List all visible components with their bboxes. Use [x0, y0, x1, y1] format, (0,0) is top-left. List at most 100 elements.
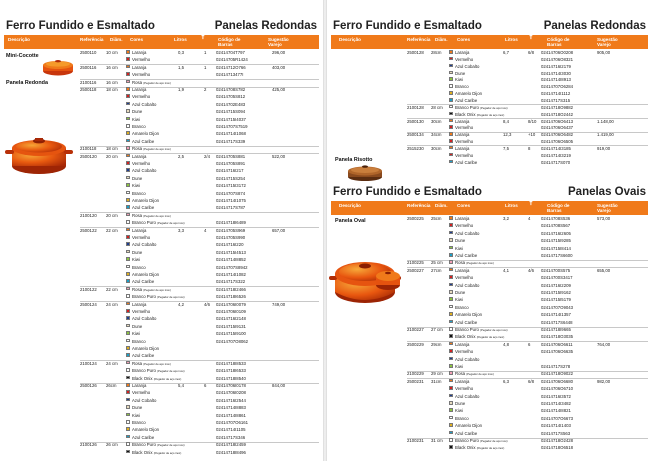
header-diam: Diâm. [435, 203, 448, 208]
color-swatch [126, 79, 130, 84]
litros-cell: 1,9 [178, 87, 184, 92]
color-name-cell: Vermelho [455, 139, 474, 145]
color-swatch [449, 415, 453, 420]
table-row: Branco 02414707O6673 [327, 415, 652, 422]
row-separator [80, 79, 319, 81]
color-swatch [449, 349, 453, 353]
diameter-cell: 24 cm [106, 301, 118, 307]
color-note: (Pegador de aço inox) [157, 221, 185, 226]
color-swatch [449, 253, 453, 257]
color-name-cell: Azul Caribe [132, 279, 155, 285]
color-name-cell: Rosa (Pegador de aço inox) [132, 286, 171, 292]
color-swatch [449, 386, 453, 390]
color-name-cell: Branco [455, 304, 469, 310]
litros-cell: 4,2 [178, 301, 184, 307]
barcode-cell: 02414715I9162 [541, 290, 571, 295]
table-row: Azul Caribe 02414717S787 [0, 205, 323, 211]
color-note: (Pegador de aço inox) [466, 372, 494, 377]
color-note: (Pegador de aço inox) [157, 443, 185, 448]
barcode-cell: 02414707S7519 [216, 124, 248, 129]
barcode-cell: 02414718O6518 [541, 445, 574, 451]
people-icon: ☨ [529, 34, 533, 41]
barcode-cell: 02414716I217 [216, 168, 244, 174]
table-row: Branco 02414707O8062 [0, 338, 323, 345]
reference-cell: 2500130 [407, 118, 424, 124]
price-cell: 919,00 [597, 145, 611, 151]
color-name-cell: Laranja [455, 145, 470, 151]
color-swatch [126, 101, 130, 106]
price-cell: 296,00 [272, 50, 286, 55]
barcode-cell: 02414716I2544 [216, 397, 246, 403]
catalog-page-right: Ferro Fundido e Esmaltado Panelas Redond… [327, 0, 652, 461]
header-referencia: Referência [407, 203, 431, 208]
diameter-cell: 28cm [431, 50, 442, 55]
color-name-cell: Branco [132, 124, 146, 129]
color-name-cell: Rosa (Pegador de aço inox) [132, 79, 171, 85]
color-swatch [449, 290, 453, 294]
color-name-cell: Amarelo Dijon [455, 91, 482, 97]
color-swatch [126, 390, 130, 394]
barcode-cell: 02414715S094 [216, 109, 246, 115]
color-name-cell: Vermelho [455, 349, 474, 355]
color-swatch [449, 104, 453, 109]
color-swatch [449, 238, 453, 242]
diameter-cell: 10 cm [106, 50, 118, 55]
barcode-cell: 02414714I3219 [541, 152, 571, 158]
color-swatch [449, 282, 453, 287]
barcode-cell: 02414705S891 [216, 161, 246, 166]
reference-cell: 2500231 [407, 378, 424, 384]
table-row: 2100229 29 cm Rosa (Pegador de aço inox) 02… [327, 371, 652, 377]
color-name-cell: Branco [132, 420, 146, 425]
color-name-cell: Black Onix (Pegador de aço inox) [455, 111, 505, 117]
color-name-cell: Azul Cobalto [455, 230, 480, 236]
color-note: (Pegador de aço inox) [466, 261, 494, 266]
servings-cell: 4/6 [528, 267, 534, 273]
color-name-cell: Kiwi [455, 245, 463, 251]
color-swatch [449, 267, 453, 272]
barcode-cell: 02414718I8496 [216, 449, 246, 455]
barcode-cell: 02414706O6680 [541, 378, 574, 384]
header-referencia: Referência [407, 37, 431, 42]
litros-cell: 8,4 [503, 118, 509, 124]
color-name-cell: Amarelo Dijon [132, 198, 159, 203]
color-swatch [449, 216, 453, 220]
color-name-cell: Black Onix (Pegador de aço inox) [132, 449, 182, 455]
color-name-cell: Laranja [455, 50, 470, 55]
color-swatch [449, 312, 453, 316]
color-swatch [126, 294, 130, 298]
table-row: Azul Caribe 02414717S563 [327, 430, 652, 437]
color-swatch [449, 327, 453, 331]
barcode-cell: 02414714I1357 [541, 312, 571, 318]
table-row: Vermelho 02414705S990 [0, 235, 323, 241]
table-row: 2500227 27cm Laranja 4,1 4/6 02414700S575 655,… [327, 267, 652, 274]
color-name-cell: Kiwi [132, 116, 140, 122]
table-row: Vermelho 02414700S3417 [327, 275, 652, 281]
row-separator [407, 145, 648, 147]
barcode-cell: 02414715S254 [216, 175, 246, 181]
color-name-cell: Rosa (Pegador de aço inox) [132, 360, 171, 366]
header-codigo: Código de Barras [547, 37, 570, 47]
section-title-material: Ferro Fundido e Esmaltado [333, 186, 482, 198]
color-swatch [126, 94, 130, 98]
color-name-cell: Azul Caribe [132, 138, 155, 144]
table-row: Branco 02414707S8942 [0, 264, 323, 271]
color-swatch [126, 272, 130, 276]
table-row: 2500229 29cm Laranja 4,8 6 02414706O6611 764,0… [327, 341, 652, 348]
color-swatch [449, 91, 453, 95]
color-name-cell: Laranja [455, 216, 470, 221]
color-swatch [449, 84, 453, 88]
color-swatch [126, 309, 130, 313]
diameter-cell: 18 cm [106, 87, 118, 92]
color-swatch [126, 368, 130, 372]
diameter-cell: 29 cm [431, 371, 443, 377]
color-swatch [126, 383, 130, 387]
barcode-cell: 02414714I8861 [216, 412, 246, 418]
color-name-cell: Vermelho [132, 94, 151, 100]
table-row: Branco Puro (Pegador de aço inox) 0241471… [0, 368, 323, 374]
diameter-cell: 22 cm [106, 227, 118, 233]
color-name-cell: Kiwi [132, 257, 140, 263]
price-cell: 905,00 [597, 50, 611, 55]
barcode-cell: 02414717S315 [541, 97, 571, 103]
color-name-cell: Vermelho [455, 386, 474, 392]
color-name-cell: Branco [132, 190, 146, 196]
